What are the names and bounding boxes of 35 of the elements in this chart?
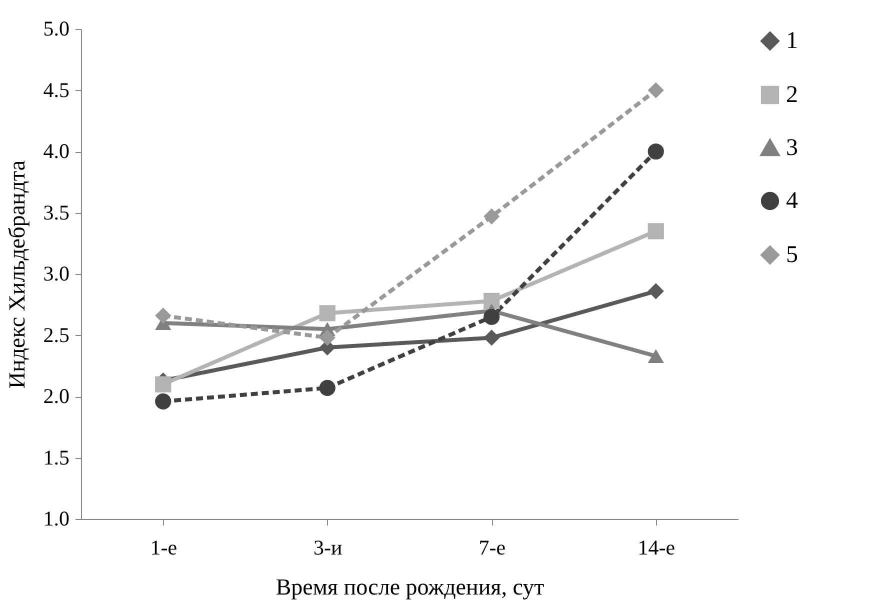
point — [648, 82, 664, 98]
y-tick-label: 5.0 — [43, 16, 70, 40]
point — [155, 376, 172, 392]
y-tick-label: 4.5 — [43, 78, 70, 102]
x-tick-label: 1-е — [150, 536, 178, 560]
point — [319, 330, 336, 346]
point — [648, 349, 664, 364]
y-axis-title: Индекс Хильдебрандта — [4, 160, 30, 389]
point — [484, 330, 500, 346]
legend-label: 3 — [786, 135, 798, 161]
point — [319, 305, 336, 322]
x-tick-label: 14-е — [638, 536, 676, 560]
y-tick-label: 1.5 — [43, 445, 70, 470]
legend-label: 4 — [786, 188, 798, 214]
point — [648, 283, 664, 300]
x-tick-label: 3-и — [314, 536, 342, 560]
y-tick-label: 4.0 — [43, 139, 70, 163]
y-tick-label: 1.0 — [43, 506, 70, 530]
legend-label: 5 — [786, 242, 798, 268]
point — [484, 208, 500, 224]
y-tick-label: 2.5 — [43, 322, 70, 347]
point — [155, 393, 172, 410]
point — [319, 380, 336, 396]
x-tick-label: 7-е — [478, 536, 506, 560]
y-tick-label: 2.0 — [43, 384, 70, 408]
point — [648, 223, 664, 240]
y-tick-label: 3.5 — [43, 200, 70, 224]
legend-label: 2 — [786, 82, 798, 108]
legend-label: 1 — [786, 28, 798, 54]
point — [648, 143, 664, 160]
point — [484, 308, 500, 325]
x-axis-title: Время после рождения, сут — [276, 574, 544, 600]
y-tick-label: 3.0 — [43, 262, 70, 286]
point — [155, 308, 172, 324]
point — [484, 292, 500, 310]
